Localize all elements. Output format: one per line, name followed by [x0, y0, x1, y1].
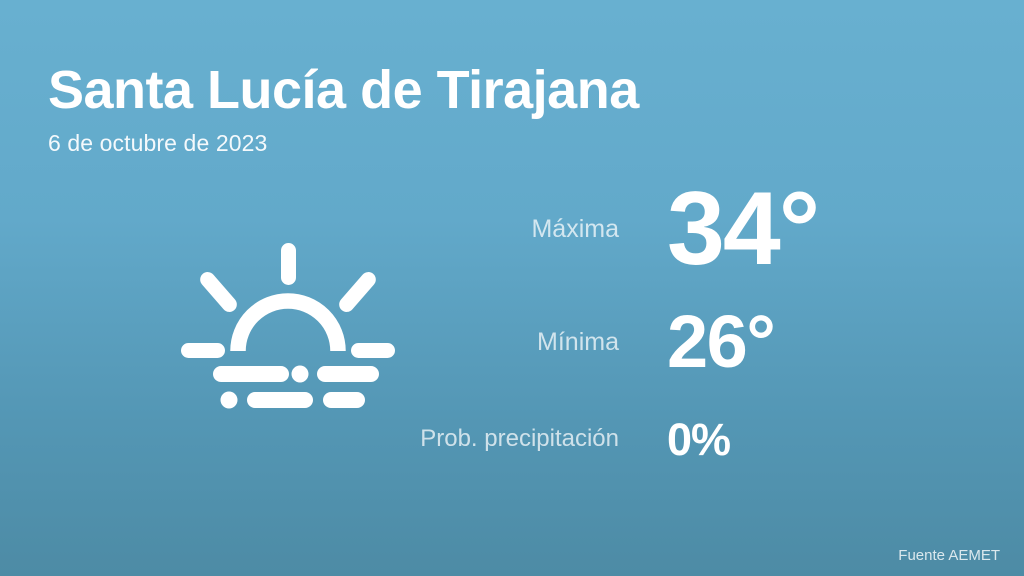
- sun-haze-icon: [175, 233, 400, 418]
- min-temperature-label: Mínima: [537, 327, 619, 356]
- source-attribution: Fuente AEMET: [898, 547, 1000, 564]
- reading-row-min: Mínima 26°: [400, 288, 960, 396]
- reading-row-precipitation: Prob. precipitación 0%: [400, 396, 960, 482]
- min-temperature-value: 26°: [667, 300, 776, 383]
- page-title: Santa Lucía de Tirajana: [48, 60, 639, 120]
- max-temperature-value: 34°: [667, 171, 820, 287]
- max-temperature-label: Máxima: [531, 214, 619, 243]
- precipitation-value: 0%: [667, 413, 731, 465]
- forecast-date: 6 de octubre de 2023: [48, 129, 268, 156]
- reading-row-max: Máxima 34°: [400, 170, 960, 288]
- readings-list: Máxima 34° Mínima 26° Prob. precipitació…: [400, 170, 960, 482]
- header: Santa Lucía de Tirajana 6 de octubre de …: [48, 62, 639, 157]
- precipitation-label: Prob. precipitación: [420, 425, 619, 452]
